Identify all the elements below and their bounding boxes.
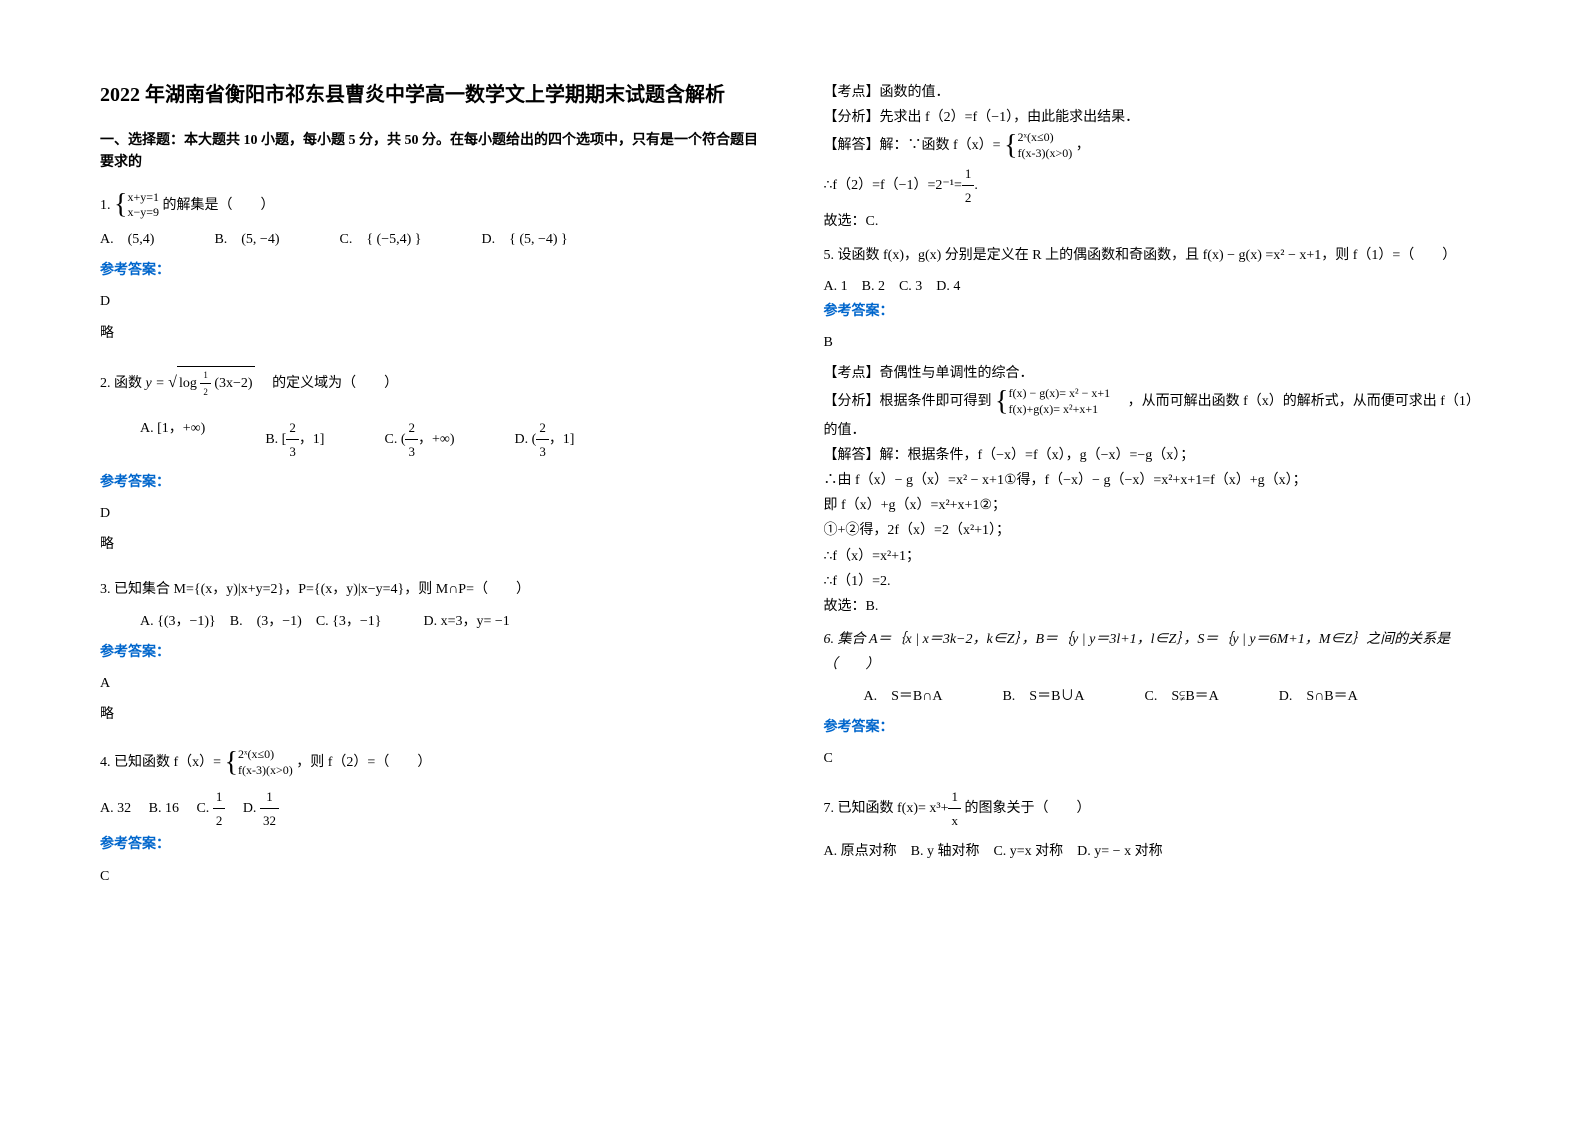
q2-optB: B. [23，1] <box>265 416 324 464</box>
q3-answer-value: A <box>100 671 764 696</box>
question-1: 1. { x+y=1 x−y=9 的解集是（ ） A. (5,4) B. (5,… <box>100 190 764 358</box>
brace-left: { <box>1004 132 1017 160</box>
q1-answer-value: D <box>100 289 764 314</box>
q2-log: log <box>179 376 197 391</box>
q4-optD: D. 132 <box>243 801 279 816</box>
q5-text: 5. 设函数 f(x)，g(x) 分别是定义在 R 上的偶函数和奇函数，且 f(… <box>824 243 1488 268</box>
q2-optA: A. [1，+∞) <box>140 416 205 464</box>
q6-answer-label: 参考答案： <box>824 715 1488 740</box>
q1-text: 1. { x+y=1 x−y=9 的解集是（ ） <box>100 190 764 221</box>
q5-point: 【考点】奇偶性与单调性的综合． <box>824 361 1488 386</box>
q5-analysis: 【分析】根据条件即可得到 { f(x) − g(x)= x² − x+1 f(x… <box>824 386 1488 442</box>
q2-answer-value: D <box>100 501 764 526</box>
right-column: 【考点】函数的值． 【分析】先求出 f（2）=f（−1），由此能求出结果． 【解… <box>824 80 1488 1042</box>
q2-logsub-den: 2 <box>200 384 211 400</box>
q2-optC: C. (23，+∞) <box>384 416 454 464</box>
q1-options: A. (5,4) B. (5, −4) C. { (−5,4) } D. { (… <box>100 227 764 252</box>
q3-text: 3. 已知集合 M={(x，y)|x+y=2}，P={(x，y)|x−y=4}，… <box>100 577 764 602</box>
q2-logarg: (3x−2) <box>214 376 252 391</box>
q5-s5: ∴f（x）=x²+1； <box>824 544 1488 569</box>
sqrt-icon: √ <box>168 369 177 398</box>
q6-text: 6. 集合 A＝｛x | x＝3k−2，k∈Z｝，B＝｛y | y＝3l+1，l… <box>824 627 1488 677</box>
q4-brace: { 2ˣ(x≤0) f(x-3)(x>0) <box>225 747 293 778</box>
q4-optC: C. 12 <box>196 801 225 816</box>
left-column: 2022 年湖南省衡阳市祁东县曹炎中学高一数学文上学期期末试题含解析 一、选择题… <box>100 80 764 1042</box>
q1-optA: A. (5,4) <box>100 227 154 252</box>
q5-options: A. 1 B. 2 C. 3 D. 4 <box>824 274 1488 299</box>
q4-solution: 【考点】函数的值． 【分析】先求出 f（2）=f（−1），由此能求出结果． 【解… <box>824 80 1488 235</box>
q3-options: A. {(3，−1)} B. (3，−1) C. {3，−1} D. x=3，y… <box>140 609 764 634</box>
question-2: 2. 函数 y = √ log 1 2 (3x−2) 的定义域为（ ） A. [… <box>100 366 764 570</box>
q4-optA: A. 32 <box>100 801 131 816</box>
q1-optD: D. { (5, −4) } <box>482 227 568 252</box>
question-3: 3. 已知集合 M={(x，y)|x+y=2}，P={(x，y)|x−y=4}，… <box>100 577 764 739</box>
brace-left: { <box>114 191 127 219</box>
q4-point: 【考点】函数的值． <box>824 80 1488 105</box>
q4-text: 4. 已知函数 f（x）= { 2ˣ(x≤0) f(x-3)(x>0) ，则 f… <box>100 747 764 778</box>
q2-answer-note: 略 <box>100 532 764 557</box>
q6-options: A. S＝B∩A B. S＝B∪A C. S⫋B＝A D. S∩B＝A <box>864 684 1488 709</box>
q5-s7: 故选：B. <box>824 594 1488 619</box>
q1-optC: C. { (−5,4) } <box>340 227 422 252</box>
q5-brace: { f(x) − g(x)= x² − x+1 f(x)+g(x)= x²+x+… <box>995 386 1110 417</box>
q6-optA: A. S＝B∩A <box>864 684 943 709</box>
brace-left: { <box>225 749 238 777</box>
q6-answer-value: C <box>824 746 1488 771</box>
q4-case1: 2ˣ(x≤0) <box>238 747 293 763</box>
q4-options: A. 32 B. 16 C. 12 D. 132 <box>100 785 764 833</box>
q6-optD: D. S∩B＝A <box>1279 684 1358 709</box>
q4-analysis: 【分析】先求出 f（2）=f（−1），由此能求出结果． <box>824 105 1488 130</box>
q2-logsub-num: 1 <box>200 367 211 384</box>
q7-options: A. 原点对称 B. y 轴对称 C. y=x 对称 D. y= − x 对称 <box>824 839 1488 864</box>
q4-optB: B. 16 <box>149 801 179 816</box>
q3-answer-label: 参考答案： <box>100 640 764 665</box>
q6-optC: C. S⫋B＝A <box>1145 684 1219 709</box>
q2-optD: D. (23，1] <box>515 416 575 464</box>
q5-s2: ∴由 f（x）− g（x）=x² − x+1①得，f（−x）− g（−x）=x²… <box>824 468 1488 493</box>
q2-suffix: 的定义域为（ ） <box>258 376 398 391</box>
q4-answer-value: C <box>100 864 764 889</box>
q2-options: A. [1，+∞) B. [23，1] C. (23，+∞) D. (23，1] <box>140 416 764 464</box>
q4-step1: ∴f（2）=f（−1）=2⁻¹=12. <box>824 162 1488 210</box>
q1-answer-label: 参考答案： <box>100 258 764 283</box>
question-7: 7. 已知函数 f(x)= x³+1x 的图象关于（ ） A. 原点对称 B. … <box>824 785 1488 864</box>
section-header: 一、选择题：本大题共 10 小题，每小题 5 分，共 50 分。在每小题给出的四… <box>100 130 764 175</box>
q4s-brace: { 2ˣ(x≤0) f(x-3)(x>0) <box>1004 130 1072 161</box>
q2-text: 2. 函数 y = √ log 1 2 (3x−2) 的定义域为（ ） <box>100 366 764 400</box>
q2-answer-label: 参考答案： <box>100 470 764 495</box>
q5-s4: ①+②得，2f（x）=2（x²+1）； <box>824 518 1488 543</box>
q2-prefix: 2. 函数 <box>100 376 142 391</box>
q1-eq1: x+y=1 <box>127 190 159 206</box>
q4-case2: f(x-3)(x>0) <box>238 763 293 779</box>
question-6: 6. 集合 A＝｛x | x＝3k−2，k∈Z｝，B＝｛y | y＝3l+1，l… <box>824 627 1488 777</box>
q4-prefix: 4. 已知函数 f（x）= <box>100 755 221 770</box>
q4-conclusion: 故选：C. <box>824 209 1488 234</box>
document-title: 2022 年湖南省衡阳市祁东县曹炎中学高一数学文上学期期末试题含解析 <box>100 80 764 110</box>
q5-s3: 即 f（x）+g（x）=x²+x+1②； <box>824 493 1488 518</box>
question-4: 4. 已知函数 f（x）= { 2ˣ(x≤0) f(x-3)(x>0) ，则 f… <box>100 747 764 894</box>
q1-prefix: 1. <box>100 198 111 213</box>
q1-suffix: 的解集是（ ） <box>163 198 275 213</box>
question-5: 5. 设函数 f(x)，g(x) 分别是定义在 R 上的偶函数和奇函数，且 f(… <box>824 243 1488 620</box>
q1-optB: B. (5, −4) <box>214 227 279 252</box>
q4-suffix: ，则 f（2）=（ ） <box>296 755 431 770</box>
q3-answer-note: 略 <box>100 702 764 727</box>
q2-sqrt: √ log 1 2 (3x−2) <box>168 366 254 400</box>
q5-answer-value: B <box>824 330 1488 355</box>
q1-eq2: x−y=9 <box>127 205 159 221</box>
brace-left: { <box>995 388 1008 416</box>
q2-yeq: y = <box>146 376 165 391</box>
q7-text: 7. 已知函数 f(x)= x³+1x 的图象关于（ ） <box>824 785 1488 833</box>
q1-brace: { x+y=1 x−y=9 <box>114 190 159 221</box>
q5-s1: 【解答】解：根据条件，f（−x）=f（x），g（−x）=−g（x）； <box>824 443 1488 468</box>
q4-solve: 【解答】解：∵函数 f（x）= { 2ˣ(x≤0) f(x-3)(x>0) ， <box>824 130 1488 161</box>
q5-s6: ∴f（1）=2. <box>824 569 1488 594</box>
q6-optB: B. S＝B∪A <box>1002 684 1084 709</box>
q4-answer-label: 参考答案： <box>100 832 764 857</box>
q1-answer-note: 略 <box>100 321 764 346</box>
q5-answer-label: 参考答案： <box>824 299 1488 324</box>
